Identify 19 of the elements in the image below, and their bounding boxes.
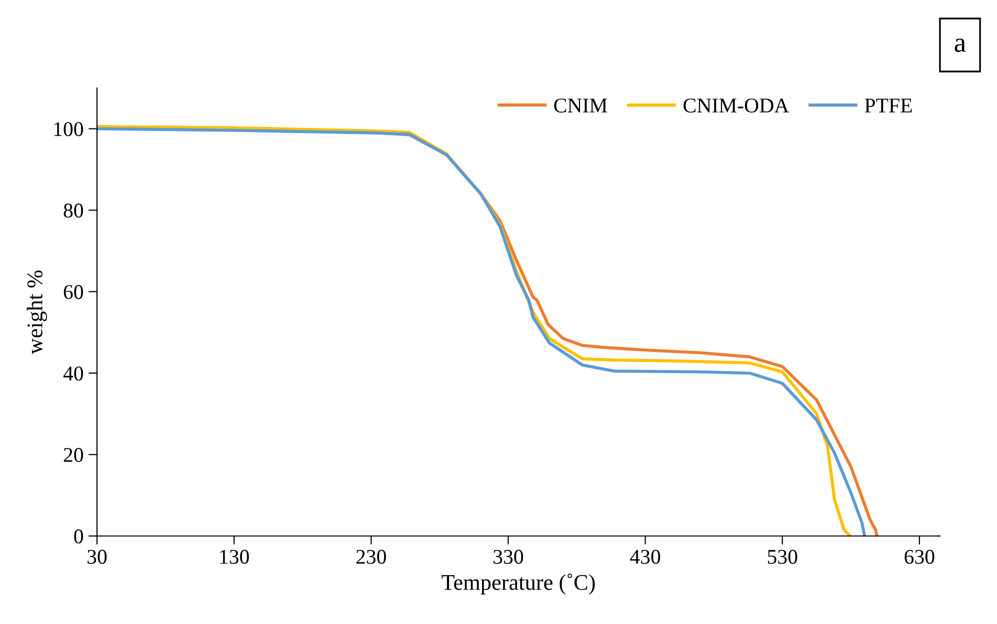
y-axis-title: weight % xyxy=(26,270,47,354)
x-tick-label: 30 xyxy=(88,550,107,564)
y-tick-label: 60 xyxy=(64,285,84,300)
x-tick-label: 630 xyxy=(904,550,934,564)
x-tick-label: 430 xyxy=(630,550,660,564)
text: a xyxy=(954,38,966,52)
y-tick-label: 100 xyxy=(54,122,84,136)
legend-label: CNIM xyxy=(554,98,608,113)
y-tick-label: 20 xyxy=(64,448,84,462)
x-tick-label: 330 xyxy=(494,550,524,564)
x-axis-title: Temperature (˚C) xyxy=(442,574,595,594)
x-tick-label: 130 xyxy=(220,550,249,564)
legend-label: PTFE xyxy=(864,98,912,112)
y-tick-label: 80 xyxy=(64,204,84,218)
x-tick-label: 230 xyxy=(356,550,386,564)
legend-label: CNIM-ODA xyxy=(684,98,790,113)
y-tick-label: 0 xyxy=(74,529,84,544)
x-tick-label: 530 xyxy=(768,550,798,564)
y-tick-label: 40 xyxy=(63,366,84,381)
